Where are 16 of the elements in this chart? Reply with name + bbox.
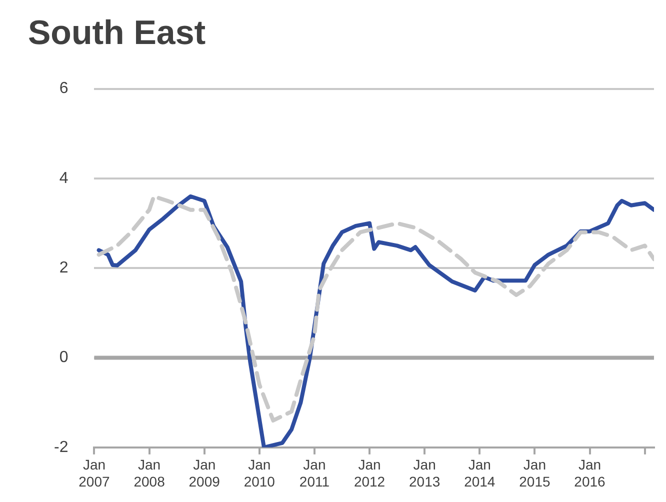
- x-tick-label: Jan 2014: [464, 456, 496, 490]
- x-tick-label: Jan 2015: [519, 456, 550, 490]
- y-tick-label: 6: [59, 80, 68, 98]
- x-tick-label: Jan 2009: [188, 456, 220, 490]
- x-tick-label: Jan 2012: [354, 456, 386, 490]
- y-tick-label: -2: [54, 438, 68, 456]
- x-tick-label: Jan 2013: [409, 456, 440, 490]
- x-tick-label: Jan 2016: [574, 456, 606, 490]
- y-tick-label: 4: [59, 170, 68, 187]
- y-tick-label: 0: [59, 349, 68, 366]
- y-tick-label: 2: [59, 260, 68, 277]
- x-tick-label: Jan 2008: [134, 456, 166, 490]
- chart-title: South East: [28, 14, 206, 52]
- x-tick-label: Jan 2010: [244, 456, 276, 490]
- x-tick-label: Jan 2011: [299, 456, 330, 490]
- x-tick-label: Jan 2007: [78, 456, 110, 490]
